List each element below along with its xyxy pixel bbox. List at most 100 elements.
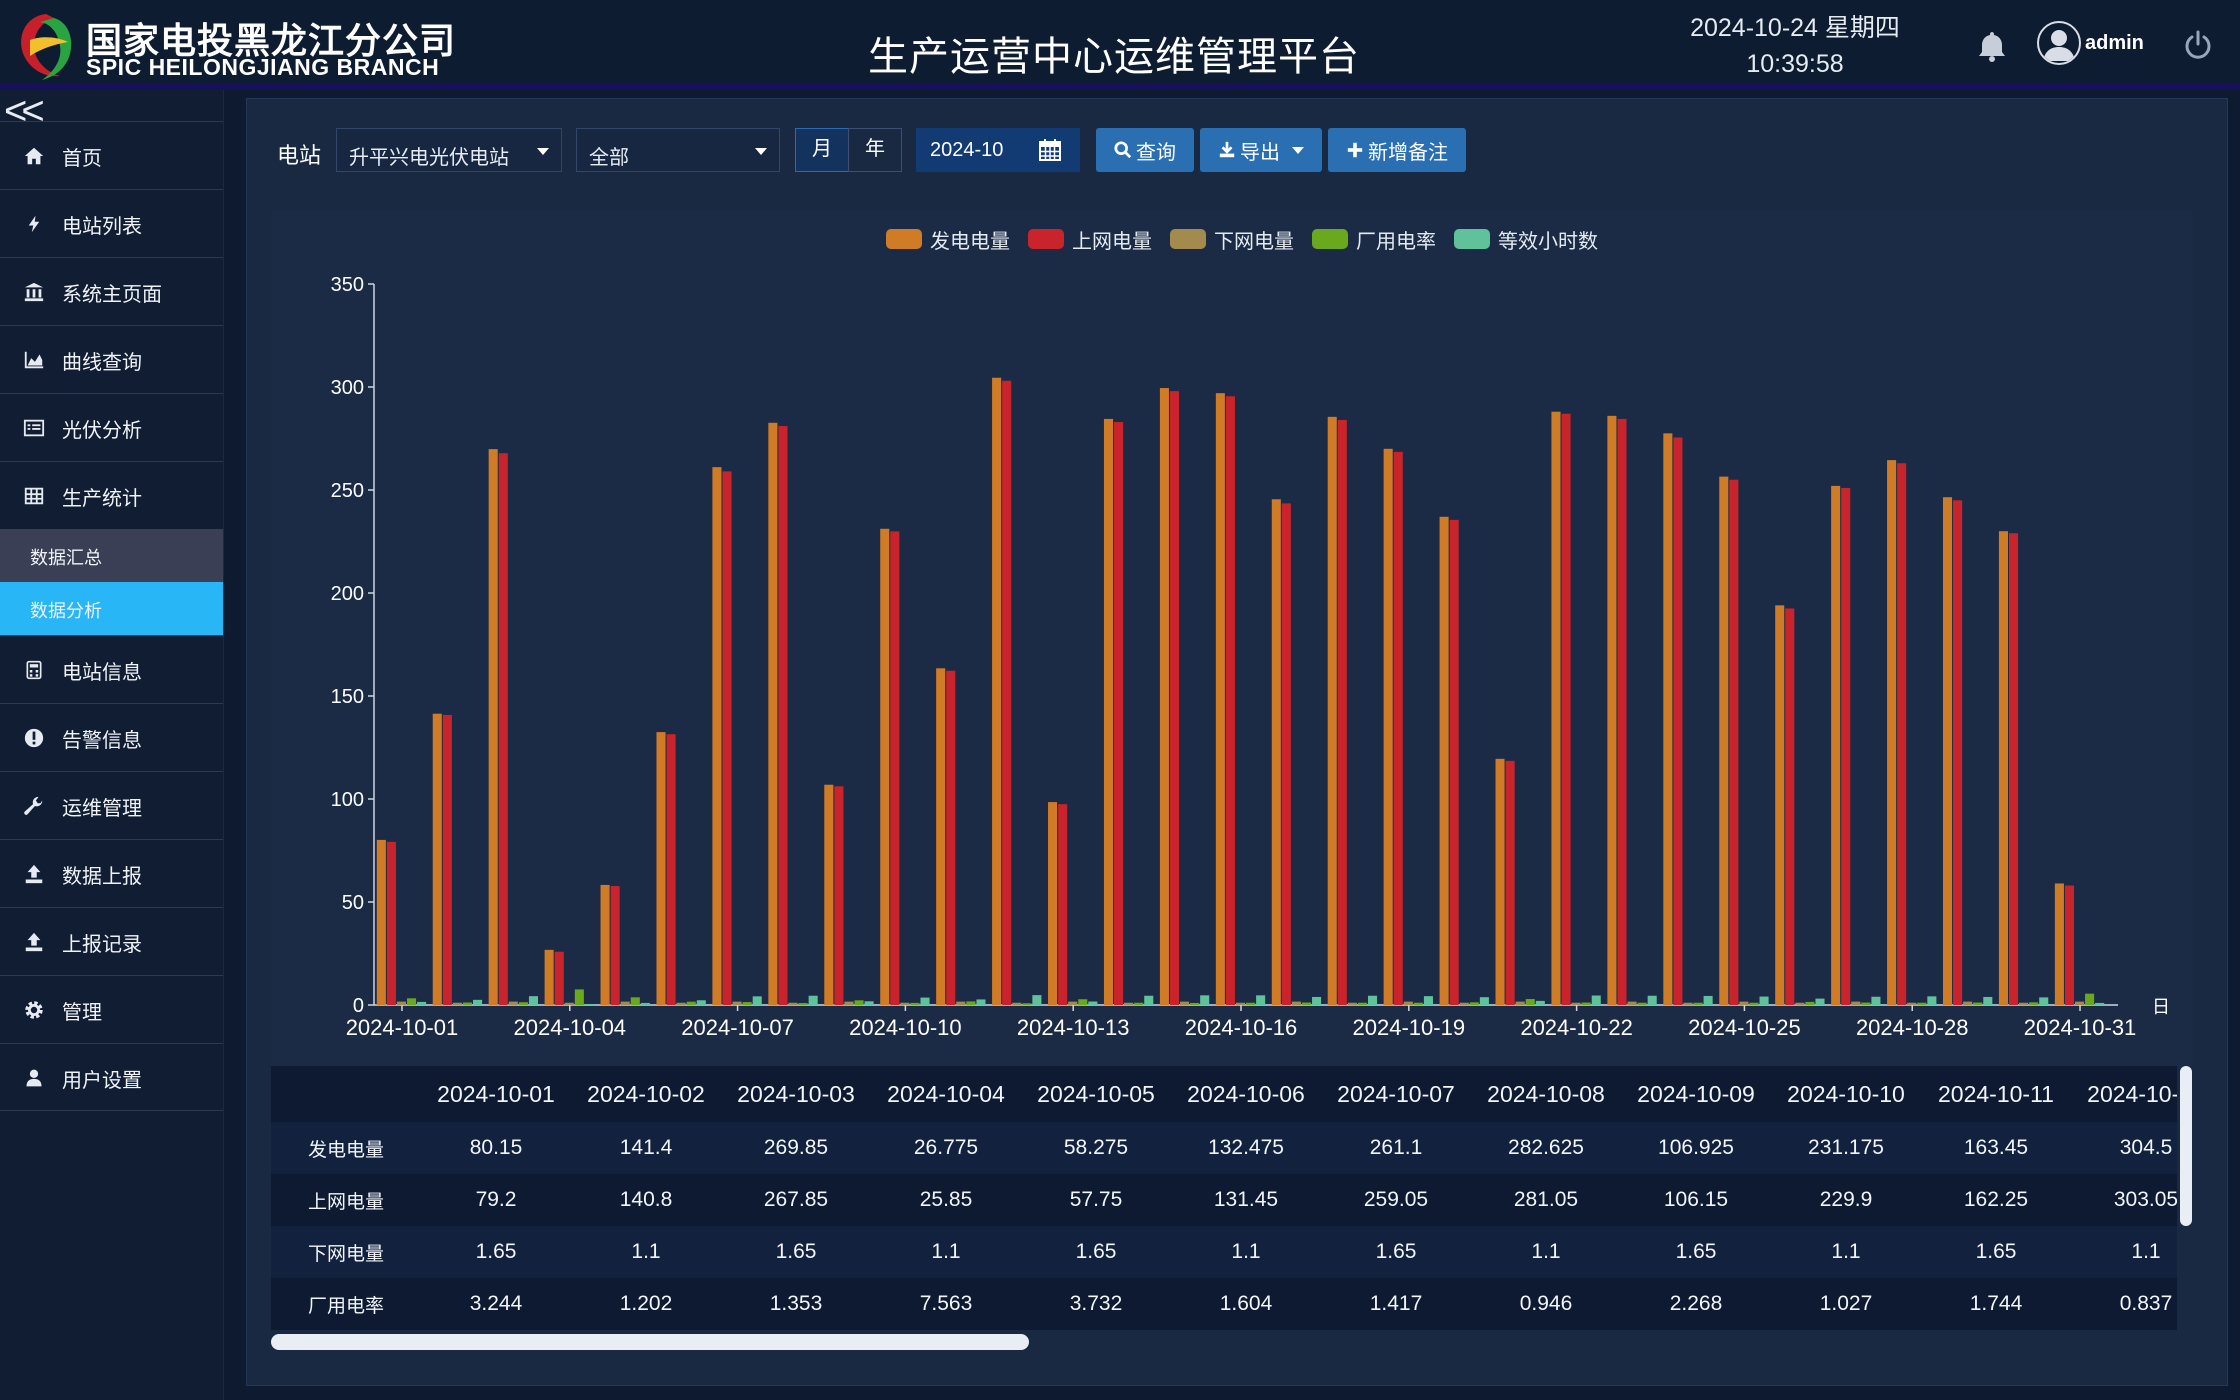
bar[interactable] <box>1525 999 1535 1005</box>
legend-item[interactable]: 等效小时数 <box>1454 225 1598 254</box>
bar[interactable] <box>976 999 986 1005</box>
bar[interactable] <box>742 1002 752 1005</box>
bar[interactable] <box>1068 1001 1078 1005</box>
bar[interactable] <box>508 1001 518 1005</box>
bar[interactable] <box>834 786 844 1005</box>
bar[interactable] <box>1983 996 1993 1005</box>
bar[interactable] <box>432 713 442 1005</box>
bar[interactable] <box>1739 1001 1749 1005</box>
bar[interactable] <box>1785 608 1795 1005</box>
bar[interactable] <box>600 884 610 1005</box>
month-picker[interactable]: 2024-10 <box>916 128 1080 172</box>
bar[interactable] <box>752 996 762 1005</box>
bar[interactable] <box>1871 996 1881 1005</box>
bar[interactable] <box>610 886 620 1005</box>
bar[interactable] <box>1917 1002 1927 1005</box>
bar[interactable] <box>722 471 732 1005</box>
bar[interactable] <box>966 1001 976 1005</box>
bar[interactable] <box>1367 995 1378 1005</box>
sidebar-item-admin[interactable]: 管理 <box>0 975 223 1043</box>
bar[interactable] <box>900 1002 910 1005</box>
bar[interactable] <box>1449 519 1459 1005</box>
bar[interactable] <box>640 1002 650 1005</box>
sidebar-item-home[interactable]: 首页 <box>0 121 223 189</box>
sidebar-item-user-settings[interactable]: 用户设置 <box>0 1043 223 1111</box>
bar[interactable] <box>1942 497 1953 1005</box>
bar[interactable] <box>1581 1002 1591 1005</box>
bar[interactable] <box>1479 997 1489 1005</box>
bar[interactable] <box>1729 479 1739 1005</box>
bar[interactable] <box>1327 416 1337 1005</box>
bar[interactable] <box>1337 419 1347 1005</box>
bar[interactable] <box>1200 995 1210 1005</box>
bar[interactable] <box>656 732 666 1005</box>
bar[interactable] <box>1078 999 1088 1005</box>
bar[interactable] <box>920 997 930 1005</box>
bar[interactable] <box>518 1002 528 1005</box>
collapse-sidebar-button[interactable]: << <box>4 89 45 133</box>
bar[interactable] <box>564 1002 574 1005</box>
bar[interactable] <box>1571 1002 1581 1005</box>
bar[interactable] <box>1963 1001 1973 1005</box>
bar[interactable] <box>1301 1002 1312 1005</box>
table-vertical-scrollbar[interactable] <box>2180 1066 2192 1226</box>
bar[interactable] <box>1637 1002 1647 1005</box>
bar[interactable] <box>910 1002 920 1005</box>
bar[interactable] <box>712 467 722 1005</box>
table-horizontal-scrollbar[interactable] <box>271 1334 1029 1350</box>
bar[interactable] <box>666 734 676 1005</box>
bar[interactable] <box>1703 995 1713 1005</box>
bar[interactable] <box>1215 393 1225 1005</box>
bar[interactable] <box>1103 418 1114 1005</box>
bar[interactable] <box>1683 1002 1693 1005</box>
bar[interactable] <box>1281 503 1291 1005</box>
bar[interactable] <box>732 1001 742 1005</box>
bar[interactable] <box>1907 1002 1917 1005</box>
bar[interactable] <box>1775 605 1785 1005</box>
bar[interactable] <box>798 1003 808 1005</box>
bell-icon[interactable] <box>1978 30 2006 62</box>
bar[interactable] <box>1861 1002 1871 1005</box>
bar[interactable] <box>1647 995 1657 1005</box>
bar[interactable] <box>2085 993 2095 1005</box>
bar[interactable] <box>824 784 834 1005</box>
bar[interactable] <box>1998 531 2008 1005</box>
bar[interactable] <box>1607 415 1617 1006</box>
bar[interactable] <box>620 1001 630 1005</box>
bar[interactable] <box>864 1001 874 1005</box>
bar[interactable] <box>473 999 483 1005</box>
bar[interactable] <box>1515 1001 1525 1005</box>
bar[interactable] <box>1002 380 1012 1005</box>
bar[interactable] <box>1495 758 1505 1005</box>
bar[interactable] <box>1459 1002 1469 1005</box>
sidebar-item-production-stats[interactable]: 生产统计 <box>0 461 223 529</box>
sidebar-subitem-data-summary[interactable]: 数据汇总 <box>0 529 223 582</box>
bar[interactable] <box>1022 1003 1032 1005</box>
bar[interactable] <box>1469 1002 1479 1005</box>
bar[interactable] <box>1805 1001 1815 1005</box>
sidebar-item-report-records[interactable]: 上报记录 <box>0 907 223 975</box>
username[interactable]: admin <box>2085 32 2144 54</box>
bar[interactable] <box>1749 1002 1759 1005</box>
bar[interactable] <box>1759 996 1769 1005</box>
sidebar-item-data-report[interactable]: 数据上报 <box>0 839 223 907</box>
bar[interactable] <box>2039 997 2049 1005</box>
sidebar-item-ops-management[interactable]: 运维管理 <box>0 771 223 839</box>
bar[interactable] <box>498 453 508 1005</box>
bar[interactable] <box>1561 413 1571 1005</box>
bar[interactable] <box>778 426 788 1005</box>
bar[interactable] <box>396 1001 407 1005</box>
sidebar-item-station-info[interactable]: 电站信息 <box>0 635 223 703</box>
bar[interactable] <box>1841 487 1851 1005</box>
bar[interactable] <box>956 1001 966 1005</box>
query-button[interactable]: 查询 <box>1096 128 1194 172</box>
bar[interactable] <box>2064 885 2074 1005</box>
bar[interactable] <box>1114 422 1124 1005</box>
export-button[interactable]: 导出 <box>1200 128 1322 172</box>
bar[interactable] <box>1413 1002 1423 1005</box>
sidebar-item-alarm-info[interactable]: 告警信息 <box>0 703 223 771</box>
bar[interactable] <box>1953 500 1963 1005</box>
bar[interactable] <box>1058 804 1068 1005</box>
period-month-toggle[interactable]: 月 <box>795 128 849 172</box>
bar[interactable] <box>1312 996 1322 1005</box>
